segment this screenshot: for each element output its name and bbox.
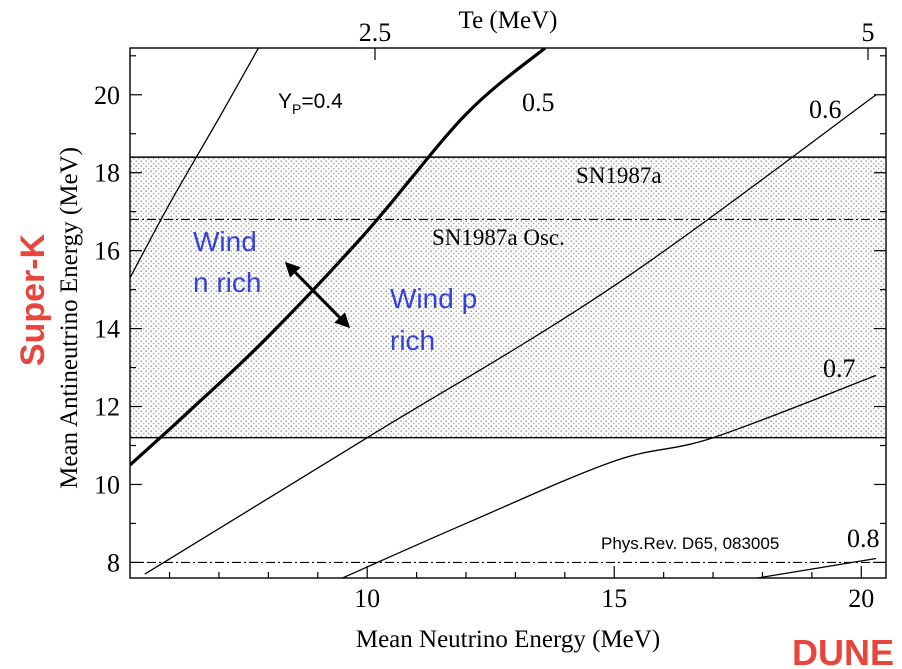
series-line-5 (757, 557, 877, 578)
annotation-wind-n-rich-line2: n rich (193, 267, 261, 298)
super-k-label: Super-K (14, 233, 52, 366)
series-label-08: 0.8 (847, 524, 880, 553)
series-line-4 (342, 374, 877, 578)
top-tick-label-1: 2.5 (359, 18, 392, 47)
series-label-07: 0.7 (823, 354, 856, 383)
dune-label: DUNE (792, 632, 894, 669)
ref-label-sn1987a-osc: SN1987a Osc. (432, 225, 565, 250)
series-label-06: 0.6 (809, 95, 842, 124)
series-line-3 (144, 94, 877, 575)
y-tick-label-18: 18 (94, 159, 120, 188)
top-tick-label-2: 5 (862, 18, 875, 47)
series-line-1 (130, 48, 260, 279)
series-label-05: 0.5 (522, 88, 555, 117)
band-1-fill (130, 157, 886, 438)
y-tick-label-10: 10 (94, 470, 120, 499)
y-tick-label-12: 12 (94, 393, 120, 422)
tick-layer: 10 15 20 8 10 12 14 16 18 20 2.5 5 (94, 18, 886, 613)
y-axis-title: Mean Antineutrino Energy (MeV) (56, 147, 83, 489)
double-arrow-icon (284, 261, 351, 329)
reference-line-layer (130, 218, 886, 563)
annotation-wind-p-rich-line2: rich (390, 325, 435, 356)
annotation-wind-p-rich-line1: Wind p (390, 283, 477, 314)
plot-frame (129, 47, 887, 579)
band-layer (130, 156, 886, 439)
citation-text: Phys.Rev. D65, 083005 (601, 534, 779, 553)
x-tick-label-15: 15 (601, 584, 627, 613)
series-label-yp04: YP=0.4 (278, 90, 343, 117)
x-tick-label-20: 20 (848, 584, 874, 613)
top-axis-title: Te (MeV) (459, 7, 558, 34)
band-label-sn1987a: SN1987a (576, 163, 662, 188)
y-tick-label-8: 8 (107, 548, 120, 577)
x-axis-title: Mean Neutrino Energy (MeV) (356, 626, 660, 653)
y-tick-label-14: 14 (94, 315, 120, 344)
annotation-wind-n-rich-line1: Wind (193, 226, 257, 257)
y-tick-label-20: 20 (94, 81, 120, 110)
x-tick-label-10: 10 (354, 584, 380, 613)
y-tick-label-16: 16 (94, 237, 120, 266)
